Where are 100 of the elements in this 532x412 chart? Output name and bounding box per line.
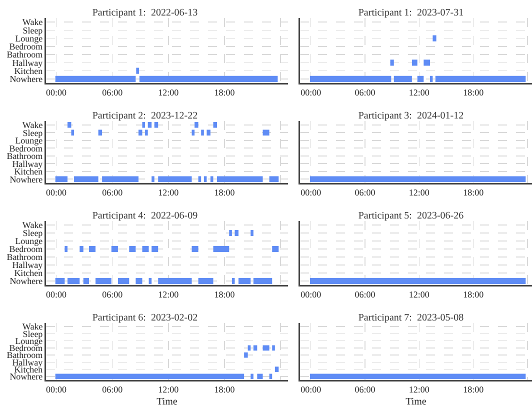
x-tick-label: 18:00	[463, 289, 484, 300]
bar	[55, 176, 68, 182]
y-tick-label: Kitchen	[14, 268, 44, 278]
bar	[424, 60, 430, 66]
bar	[80, 246, 84, 252]
bar	[272, 246, 279, 252]
bar	[250, 230, 254, 236]
chart-title: Participant 6: 2023-02-02	[92, 312, 198, 324]
bar	[244, 352, 248, 358]
bar	[206, 130, 210, 136]
bar	[118, 278, 130, 284]
x-tick-label: 00:00	[300, 289, 322, 300]
chart-title: Participant 3: 2024-01-12	[358, 110, 464, 122]
bar	[194, 122, 198, 128]
x-tick-label: 00:00	[46, 187, 68, 198]
x-tick-label: 12:00	[408, 289, 430, 300]
y-tick-label: Hallway	[12, 260, 44, 270]
chart-title: Participant 5: 2023-06-26	[358, 210, 464, 222]
x-tick-label: 00:00	[46, 87, 68, 98]
bar	[129, 246, 136, 252]
x-tick-label: 12:00	[158, 87, 180, 98]
bar	[88, 246, 96, 252]
bar	[148, 122, 152, 128]
bar	[198, 176, 202, 182]
x-tick-label: 12:00	[158, 187, 180, 198]
bar	[210, 176, 214, 182]
x-tick-label: 00:00	[46, 289, 68, 300]
bar	[213, 246, 230, 252]
bar	[136, 278, 142, 284]
x-tick-label: 00:00	[300, 87, 322, 98]
x-tick-label: 12:00	[408, 187, 430, 198]
bar	[138, 130, 142, 136]
y-tick-label: Nowhere	[10, 276, 43, 286]
y-tick-label: Bedroom	[9, 244, 43, 254]
x-tick-label: 06:00	[354, 289, 376, 300]
y-tick-label: Hallway	[12, 158, 44, 169]
y-tick-label: Sleep	[22, 25, 44, 36]
bar	[98, 130, 102, 136]
x-tick-label: 18:00	[214, 289, 236, 300]
bar	[139, 76, 278, 82]
x-tick-label: 12:00	[408, 384, 430, 394]
x-tick-label: 12:00	[158, 384, 180, 394]
bar	[102, 176, 138, 182]
bar	[67, 278, 80, 284]
bar	[201, 130, 204, 136]
bar	[142, 122, 146, 128]
bar	[232, 278, 235, 284]
y-tick-label: Bathroom	[6, 151, 43, 162]
bar	[274, 366, 279, 372]
y-tick-label: Wake	[22, 220, 43, 230]
bar	[213, 122, 217, 128]
x-tick-label: 06:00	[354, 384, 376, 394]
y-tick-label: Sleep	[22, 228, 44, 238]
bar	[198, 278, 214, 284]
chart-title: Participant 2: 2023-12-22	[92, 110, 198, 122]
bar	[152, 176, 154, 182]
bar	[262, 345, 270, 351]
x-tick-label: 18:00	[463, 187, 484, 198]
bar	[417, 76, 424, 82]
x-tick-label: 18:00	[463, 384, 484, 394]
x-axis-title: Time	[406, 396, 427, 408]
y-tick-label: Nowhere	[10, 74, 43, 84]
y-tick-label: Kitchen	[14, 166, 44, 177]
x-tick-label: 18:00	[214, 384, 236, 394]
y-tick-label: Wake	[22, 120, 43, 130]
bar	[192, 246, 198, 252]
y-tick-label: Nowhere	[10, 372, 43, 382]
bar	[74, 176, 98, 182]
bar	[435, 76, 526, 82]
x-tick-label: 00:00	[300, 187, 322, 198]
bar	[136, 68, 139, 74]
x-tick-label: 00:00	[300, 384, 322, 394]
bar	[64, 246, 68, 252]
bar	[204, 176, 207, 182]
chart-title: Participant 1: 2023-07-31	[358, 8, 464, 18]
bar	[148, 278, 152, 284]
y-tick-label: Bathroom	[6, 50, 43, 60]
x-tick-label: 00:00	[46, 384, 68, 394]
x-tick-label: 12:00	[158, 289, 180, 300]
x-tick-label: 18:00	[214, 87, 236, 98]
bar	[272, 345, 275, 351]
bar	[430, 76, 433, 82]
bar	[238, 278, 251, 284]
y-tick-label: Sleep	[22, 128, 44, 138]
bar	[253, 278, 272, 284]
bar	[158, 176, 192, 182]
bar	[142, 246, 149, 252]
bar	[96, 278, 112, 284]
x-tick-label: 06:00	[354, 187, 376, 198]
bar	[55, 374, 244, 380]
bar	[234, 230, 238, 236]
bar	[394, 76, 412, 82]
bar	[412, 60, 418, 66]
bar	[152, 246, 158, 252]
bar	[390, 60, 394, 66]
y-tick-label: Wake	[22, 17, 43, 28]
x-tick-label: 18:00	[463, 87, 484, 98]
y-tick-label: Hallway	[12, 58, 44, 68]
bar	[158, 278, 192, 284]
bar	[432, 35, 436, 42]
